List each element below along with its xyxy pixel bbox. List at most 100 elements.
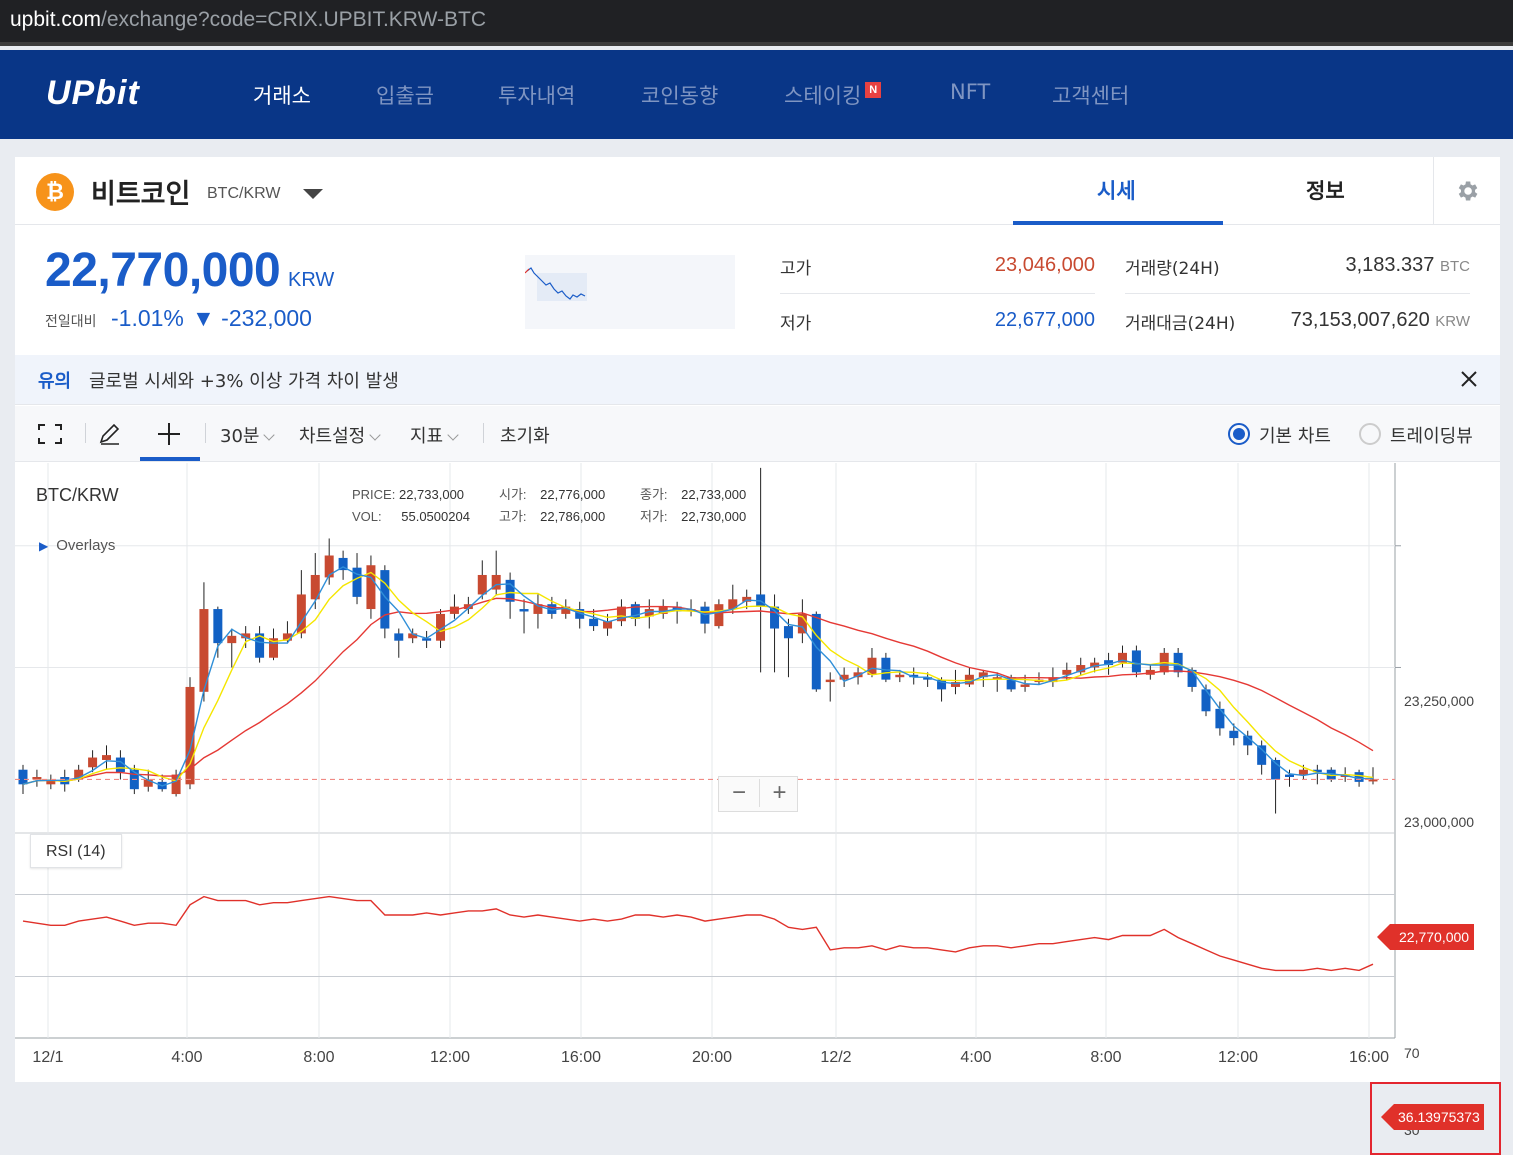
open-value: 22,776,000 xyxy=(540,487,606,502)
candle-up xyxy=(1062,669,1072,675)
nav-deposit-withdraw[interactable]: 입출금 xyxy=(376,84,434,108)
radio-tradingview[interactable] xyxy=(1359,423,1381,445)
coin-pair: BTC/KRW xyxy=(207,185,281,202)
time-axis-tick: 8:00 xyxy=(1090,1049,1122,1066)
nav-staking-label: 스테이킹 xyxy=(784,84,862,108)
pencil-icon[interactable] xyxy=(97,422,123,446)
time-axis-tick: 16:00 xyxy=(1348,1049,1390,1066)
candle-down xyxy=(1215,708,1225,729)
chart-settings-select[interactable]: 차트설정 xyxy=(299,422,381,448)
radio-tradingview-label[interactable]: 트레이딩뷰 xyxy=(1390,426,1473,447)
candle-up xyxy=(296,594,306,634)
low-value: 22,677,000 xyxy=(994,309,1095,331)
url-text[interactable]: upbit.com/exchange?code=CRIX.UPBIT.KRW-B… xyxy=(10,8,487,31)
close-label: 종가: xyxy=(640,487,668,502)
candle-down xyxy=(505,579,515,602)
candle-down xyxy=(630,604,640,619)
indicators-select[interactable]: 지표 xyxy=(410,422,459,448)
candle-down xyxy=(575,609,585,619)
tab-quote[interactable]: 시세 xyxy=(1097,179,1136,203)
candle-up xyxy=(477,574,487,595)
candle-up xyxy=(324,555,334,578)
candle-up xyxy=(1298,769,1308,775)
candle-up xyxy=(992,677,1002,680)
overlays-toggle[interactable]: Overlays xyxy=(39,537,115,554)
candle-up xyxy=(714,604,724,627)
fullscreen-icon[interactable] xyxy=(37,423,63,445)
candle-up xyxy=(1020,684,1030,687)
zoom-in-button[interactable]: + xyxy=(759,779,799,807)
candle-up xyxy=(964,674,974,685)
coin-name[interactable]: 비트코인 xyxy=(91,179,191,210)
candle-down xyxy=(1284,774,1294,778)
candle-down xyxy=(380,570,390,629)
candle-up xyxy=(1368,779,1378,782)
candle-down xyxy=(1326,769,1336,780)
zoom-out-button[interactable]: − xyxy=(731,779,746,806)
upbit-logo[interactable]: UPbit xyxy=(46,74,140,112)
candle-up xyxy=(185,686,195,785)
last-price-tag: 22,770,000 xyxy=(1376,924,1475,950)
notice-tag: 유의 xyxy=(38,371,72,392)
volume-unit: BTC xyxy=(1440,258,1470,275)
rsi-indicator-label[interactable]: RSI (14) xyxy=(30,834,122,868)
interval-select[interactable]: 30분 xyxy=(220,422,276,448)
radio-basic-chart[interactable] xyxy=(1228,423,1250,445)
time-axis-tick: 20:00 xyxy=(691,1049,733,1066)
chart-settings-label: 차트설정 xyxy=(299,426,366,447)
candle-down xyxy=(213,609,223,644)
nav-nft[interactable]: NFT xyxy=(950,80,991,104)
candle-up xyxy=(603,621,613,629)
candle-up xyxy=(241,633,251,639)
candle-down xyxy=(1271,759,1281,780)
nav-investments[interactable]: 투자내역 xyxy=(498,84,576,108)
high-value: 23,046,000 xyxy=(994,254,1095,276)
zoom-controls: − + xyxy=(718,776,798,812)
interval-label: 30분 xyxy=(220,426,260,447)
nav-exchange[interactable]: 거래소 xyxy=(253,84,311,108)
ma-line-long xyxy=(22,597,1374,785)
nav-staking[interactable]: 스테이킹 N xyxy=(784,80,882,110)
candle-up xyxy=(102,755,112,760)
nav-coin-trends[interactable]: 코인동향 xyxy=(641,84,719,108)
new-badge: N xyxy=(865,82,882,98)
tab-info[interactable]: 정보 xyxy=(1306,179,1345,203)
volume-number: 3,183.337 xyxy=(1345,254,1435,276)
price-unit: KRW xyxy=(288,269,335,291)
toolbar-divider xyxy=(85,423,86,443)
settings-button[interactable] xyxy=(1433,157,1500,225)
candle-up xyxy=(1090,662,1100,668)
radio-basic-chart-label[interactable]: 기본 차트 xyxy=(1259,426,1331,447)
candle-up xyxy=(978,672,988,678)
crosshair-icon[interactable] xyxy=(157,422,181,446)
reset-button[interactable]: 초기화 xyxy=(500,426,550,447)
chart-canvas[interactable] xyxy=(15,463,1500,1082)
rsi-highlight-box xyxy=(1370,1082,1501,1155)
candle-up xyxy=(686,609,696,612)
candle-down xyxy=(1312,769,1322,773)
caret-down-icon[interactable] xyxy=(303,189,323,199)
candle-up xyxy=(616,606,626,622)
toolbar-divider xyxy=(483,423,484,443)
rsi-axis-tick: 70 xyxy=(1404,1045,1420,1061)
candle-up xyxy=(1117,652,1127,663)
low-label: 저가: xyxy=(640,509,668,524)
nav-customer-center[interactable]: 고객센터 xyxy=(1052,84,1130,108)
candle-up xyxy=(74,769,84,780)
candle-up xyxy=(561,606,571,614)
divider xyxy=(780,293,1095,294)
candle-up xyxy=(436,613,446,641)
browser-url-bar[interactable]: upbit.com/exchange?code=CRIX.UPBIT.KRW-B… xyxy=(0,0,1513,46)
coin-header: ₿ 비트코인 BTC/KRW 시세 정보 xyxy=(15,157,1500,225)
close-icon[interactable] xyxy=(1459,369,1479,389)
candle-down xyxy=(519,609,529,612)
ma-line-mid xyxy=(22,571,1374,785)
candle-down xyxy=(394,633,404,641)
top-navigation: UPbit 거래소 입출금 투자내역 코인동향 스테이킹 N NFT 고객센터 xyxy=(0,50,1513,139)
price-axis-tick: 23,000,000 xyxy=(1404,814,1475,830)
current-price: 22,770,000 xyxy=(45,244,281,297)
time-axis-tick: 8:00 xyxy=(303,1049,335,1066)
bitcoin-icon: ₿ xyxy=(36,173,74,211)
rsi-line xyxy=(22,895,1374,972)
price-chart[interactable]: BTC/KRW PRICE: 22,733,000 VOL: 55.050020… xyxy=(15,463,1501,1155)
